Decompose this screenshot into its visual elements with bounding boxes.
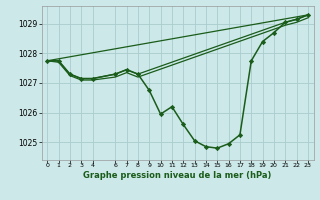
X-axis label: Graphe pression niveau de la mer (hPa): Graphe pression niveau de la mer (hPa) bbox=[84, 171, 272, 180]
